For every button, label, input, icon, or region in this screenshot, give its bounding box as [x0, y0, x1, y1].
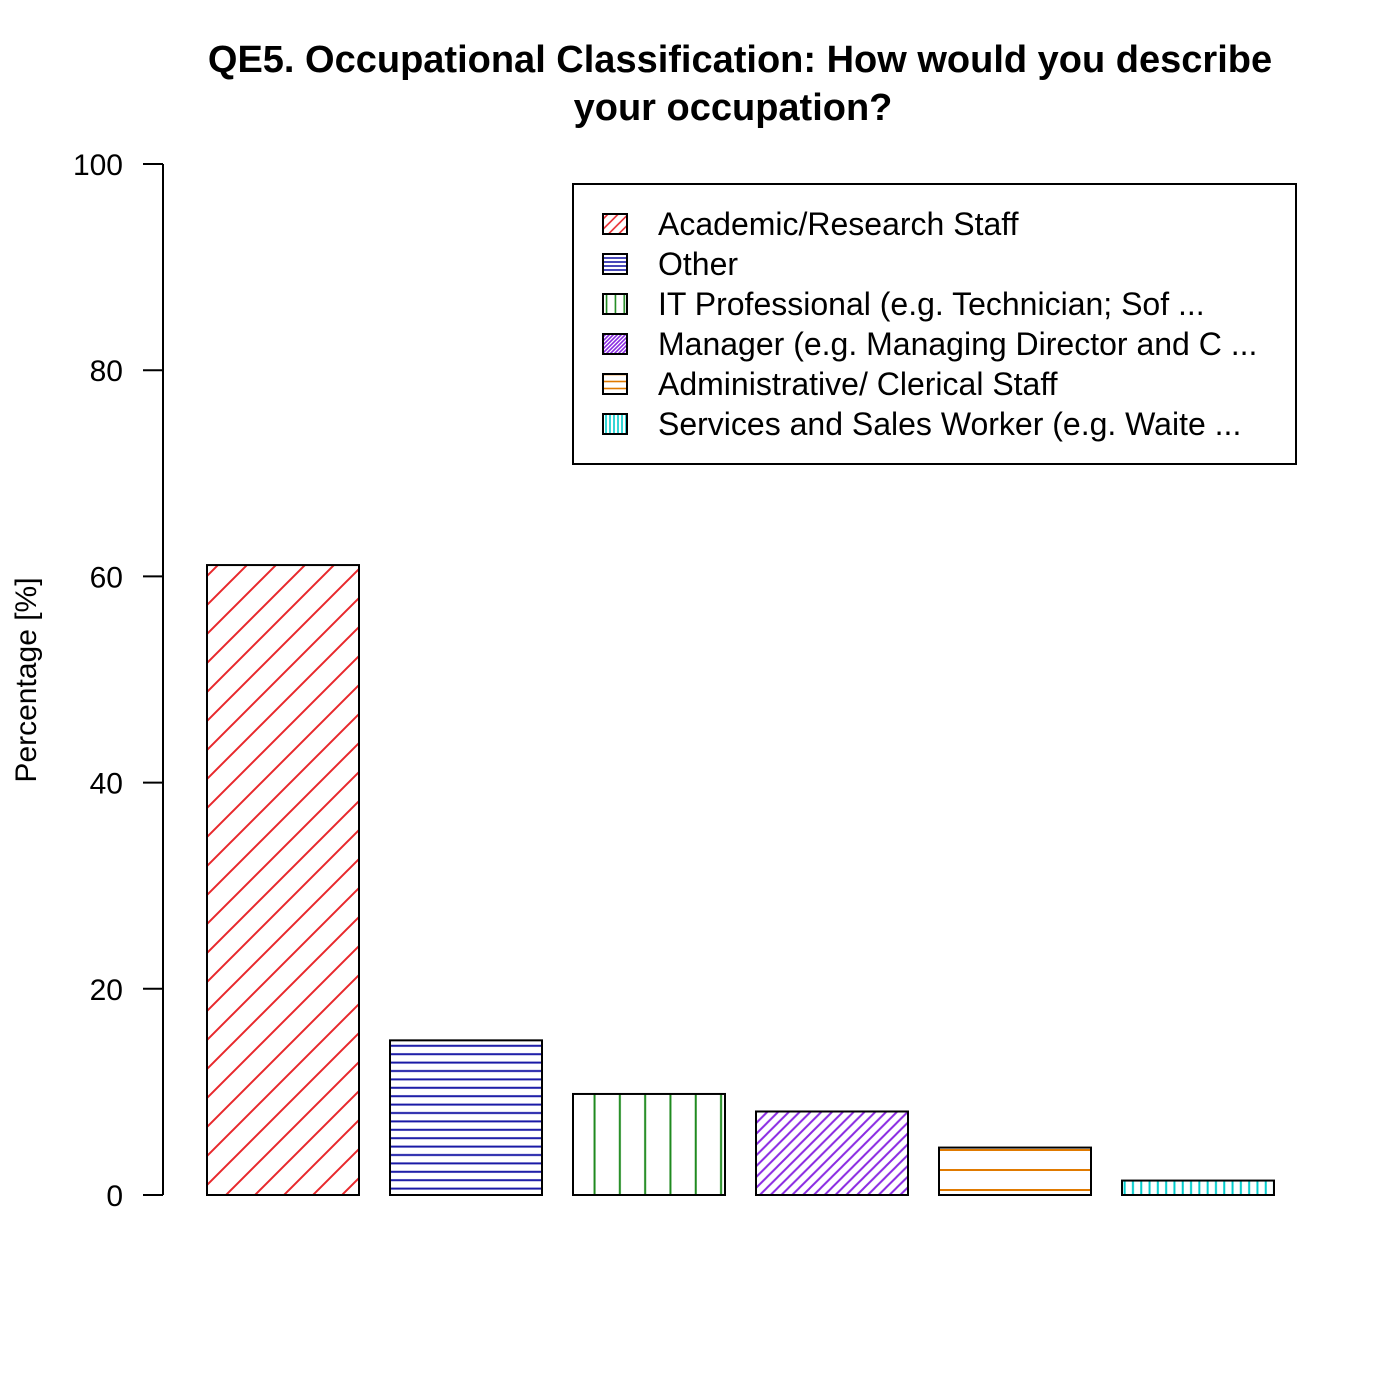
y-tick-label: 0: [106, 1180, 123, 1213]
chart-title-line-2: your occupation?: [574, 87, 893, 129]
bars-group: [206, 564, 1275, 1197]
legend-label-1: Academic/Research Staff: [658, 206, 1019, 242]
y-tick-label: 100: [73, 149, 123, 182]
legend-label-5: Administrative/ Clerical Staff: [658, 366, 1058, 402]
legend-swatch-2: [602, 253, 628, 275]
y-tick-label: 40: [90, 768, 123, 801]
legend-label-4: Manager (e.g. Managing Director and C ..…: [658, 326, 1257, 362]
legend-swatch-6: [602, 413, 628, 435]
bar-5: [938, 1146, 1092, 1196]
y-tick-label: 20: [90, 974, 123, 1007]
legend-label-2: Other: [658, 246, 738, 282]
legend-swatch-5: [602, 373, 628, 395]
legend-swatch-3: [602, 293, 628, 315]
bar-4: [755, 1110, 909, 1197]
legend-box: [572, 183, 1297, 465]
legend-label-6: Services and Sales Worker (e.g. Waite ..…: [658, 406, 1241, 442]
bar-3: [572, 1092, 726, 1197]
legend-swatch-1: [602, 213, 628, 235]
legend: Academic/Research Staff Other IT Professio…: [572, 183, 1297, 465]
y-tick-label: 80: [90, 355, 123, 388]
y-axis-label: Percentage [%]: [10, 577, 43, 782]
bar-2: [389, 1039, 543, 1196]
legend-label-3: IT Professional (e.g. Technician; Sof ..…: [658, 286, 1205, 322]
y-tick-label: 60: [90, 561, 123, 594]
bar-1: [206, 564, 360, 1196]
legend-swatch-4: [602, 333, 628, 355]
chart-title-line-1: QE5. Occupational Classification: How wo…: [208, 39, 1272, 81]
y-axis: 0 20 40 60 80 100: [73, 149, 164, 1213]
bar-6: [1121, 1179, 1275, 1197]
